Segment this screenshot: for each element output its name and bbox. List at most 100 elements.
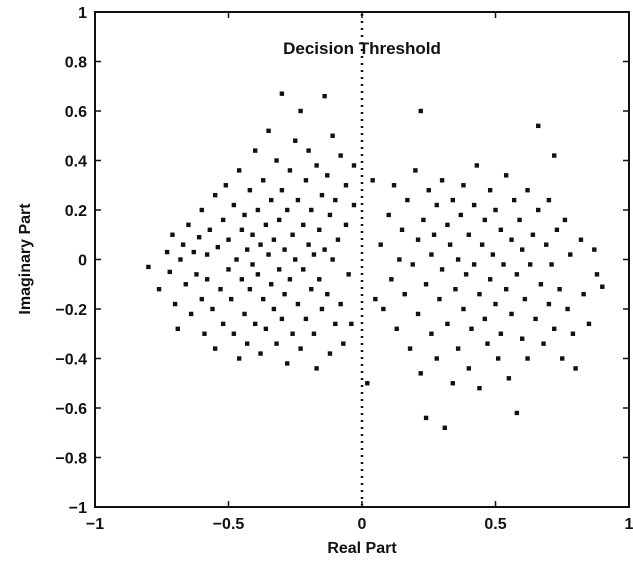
data-point: [552, 326, 557, 331]
data-point: [258, 351, 263, 356]
data-point: [405, 197, 410, 203]
data-point: [319, 192, 325, 198]
data-point: [410, 262, 415, 267]
data-point: [458, 212, 463, 218]
y-tick-label: −0.2: [55, 302, 87, 319]
data-point: [309, 287, 314, 292]
y-axis-label: Imaginary Part: [17, 203, 34, 315]
x-tick-label: 1: [625, 516, 633, 533]
y-tick-label: −0.6: [55, 401, 87, 418]
data-point: [568, 252, 573, 257]
data-point: [389, 277, 394, 282]
data-point: [277, 267, 282, 272]
data-point: [482, 316, 488, 322]
decision-threshold-label: Decision Threshold: [283, 39, 441, 58]
data-point: [175, 326, 180, 331]
data-point: [418, 108, 423, 114]
data-point: [445, 222, 450, 228]
data-point: [466, 366, 471, 371]
data-point: [186, 222, 191, 228]
data-point: [490, 252, 496, 257]
data-point: [317, 277, 322, 282]
data-point: [474, 163, 480, 168]
data-point: [511, 197, 517, 203]
data-point: [538, 282, 544, 287]
data-point: [426, 188, 431, 193]
data-point: [215, 244, 221, 250]
data-point: [212, 346, 218, 351]
data-point: [239, 227, 245, 232]
data-point: [546, 301, 552, 307]
data-point: [471, 202, 477, 208]
data-point: [261, 178, 266, 183]
data-points: [146, 91, 605, 430]
x-tick-label: 0: [358, 516, 367, 533]
data-point: [477, 386, 482, 391]
data-point: [279, 188, 285, 193]
data-point: [274, 158, 279, 163]
data-point: [450, 197, 455, 203]
data-point: [244, 247, 250, 252]
data-point: [509, 237, 514, 242]
data-point: [303, 316, 309, 322]
data-point: [218, 287, 223, 292]
data-point: [220, 321, 226, 327]
data-point: [386, 212, 391, 218]
data-point: [530, 232, 536, 237]
data-point: [343, 183, 349, 188]
data-point: [533, 316, 538, 322]
data-point: [581, 291, 586, 297]
data-point: [437, 296, 442, 302]
data-point: [536, 207, 541, 213]
data-point: [423, 415, 429, 421]
data-point: [586, 321, 592, 327]
data-point: [263, 326, 269, 331]
y-tick-label: 1: [78, 5, 87, 22]
data-point: [269, 282, 274, 287]
data-point: [498, 227, 504, 232]
data-point: [212, 192, 218, 198]
data-point: [365, 381, 370, 386]
data-point: [503, 287, 509, 292]
data-point: [471, 262, 477, 267]
data-point: [351, 163, 357, 168]
data-point: [450, 381, 455, 386]
data-point: [258, 242, 263, 247]
data-point: [487, 277, 493, 282]
data-point: [477, 291, 482, 297]
data-point: [351, 202, 357, 208]
data-point: [525, 188, 530, 193]
data-point: [506, 376, 512, 381]
data-point: [370, 178, 375, 183]
data-point: [231, 202, 237, 208]
data-point: [493, 301, 498, 307]
data-point: [325, 291, 330, 297]
data-point: [349, 321, 354, 327]
data-point: [445, 321, 450, 327]
data-point: [399, 227, 405, 232]
data-point: [343, 222, 349, 228]
data-point: [279, 316, 285, 322]
data-point: [301, 222, 306, 228]
data-point: [501, 262, 506, 267]
data-point: [311, 331, 317, 336]
data-point: [303, 178, 309, 183]
data-point: [247, 188, 253, 193]
y-tick-label: 0: [78, 253, 87, 270]
data-point: [418, 371, 423, 376]
data-point: [293, 257, 298, 262]
data-point: [509, 311, 514, 317]
data-point: [482, 217, 488, 223]
data-point: [455, 346, 461, 351]
data-point: [322, 247, 327, 252]
data-point: [210, 306, 215, 312]
data-point: [554, 227, 560, 232]
data-point: [335, 237, 341, 242]
data-point: [562, 217, 568, 223]
data-point: [306, 148, 311, 153]
data-point: [146, 264, 151, 270]
data-point: [503, 173, 509, 178]
data-point: [261, 296, 266, 302]
data-point: [415, 311, 421, 317]
data-point: [172, 301, 178, 307]
